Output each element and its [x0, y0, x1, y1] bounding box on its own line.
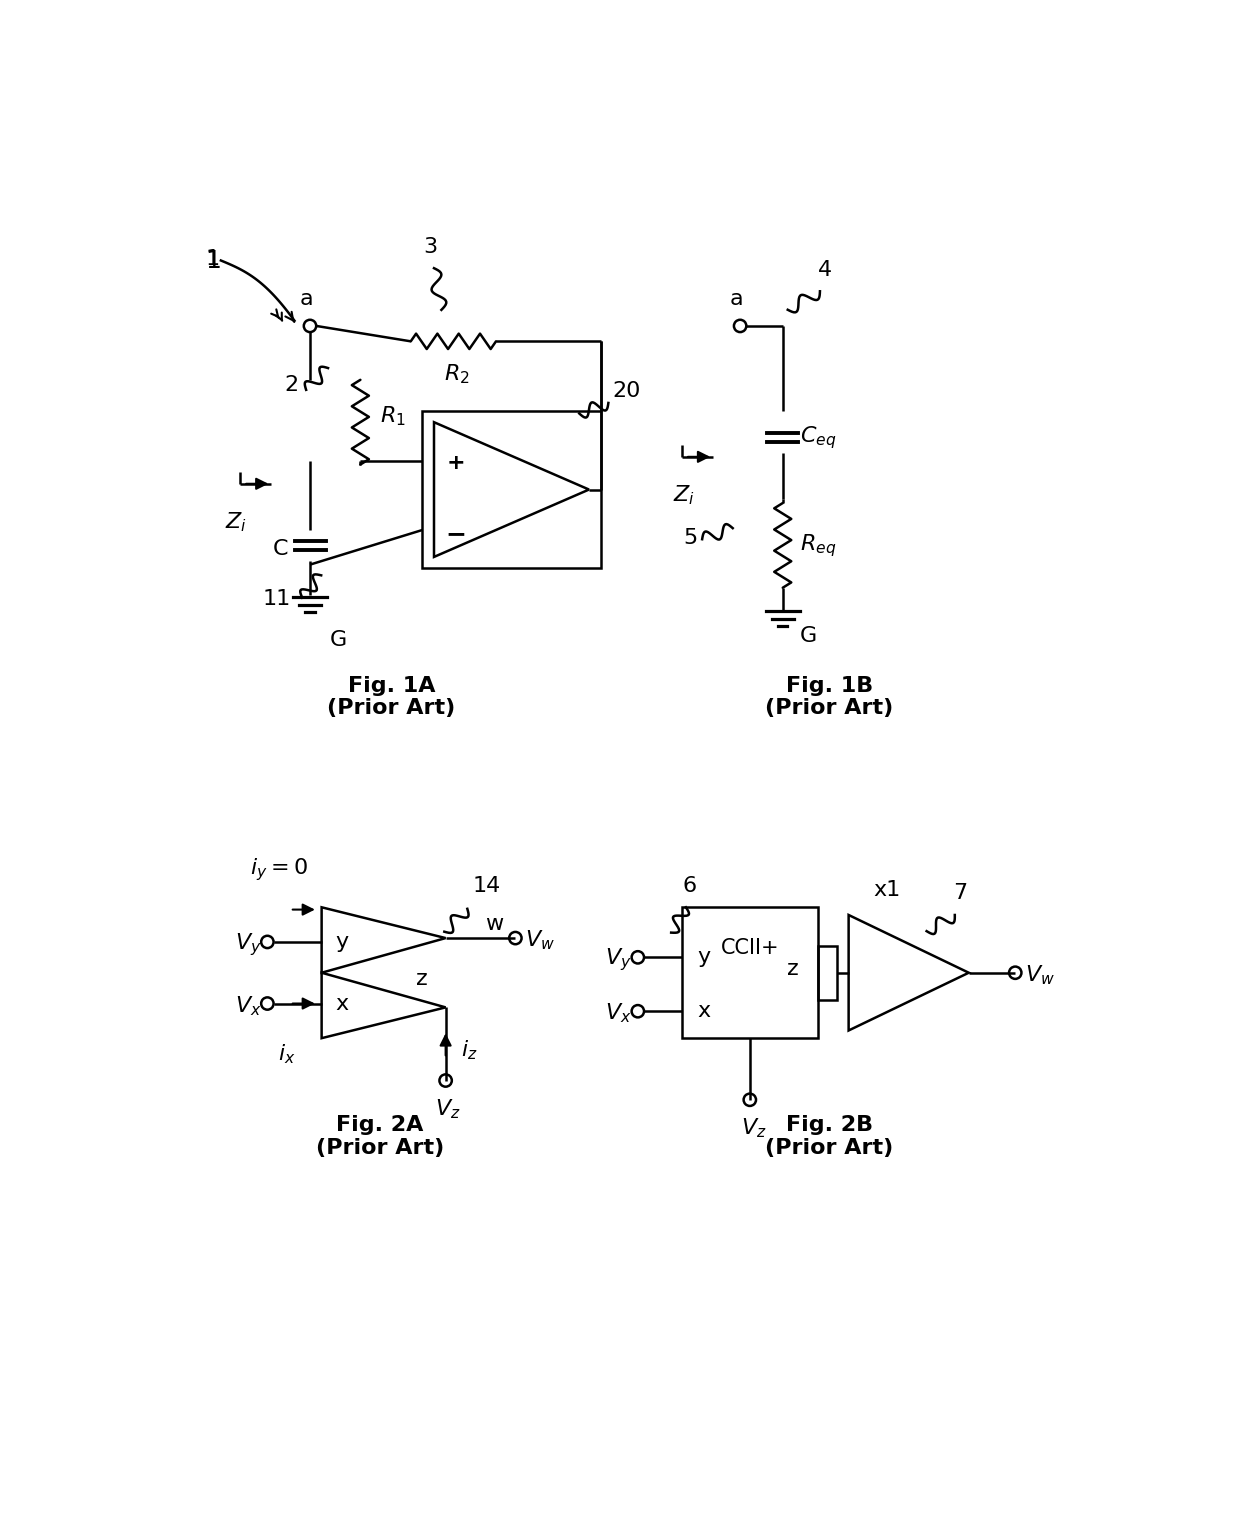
Text: 5: 5: [683, 528, 697, 547]
Text: (Prior Art): (Prior Art): [765, 697, 893, 717]
Text: $V_y$: $V_y$: [605, 946, 631, 972]
Text: y: y: [697, 948, 711, 968]
Text: 4: 4: [817, 260, 832, 280]
Text: 20: 20: [613, 381, 641, 402]
Text: Fig. 1B: Fig. 1B: [786, 676, 873, 696]
Text: (Prior Art): (Prior Art): [765, 1138, 893, 1159]
Text: x: x: [336, 994, 348, 1014]
Text: CCII+: CCII+: [720, 939, 779, 959]
Text: G: G: [800, 627, 817, 647]
Text: z: z: [786, 959, 799, 979]
Text: Fig. 1A: Fig. 1A: [347, 676, 435, 696]
Text: 2: 2: [284, 375, 299, 394]
Text: 1: 1: [206, 249, 219, 269]
Text: x1: x1: [874, 879, 901, 899]
Text: 6: 6: [682, 876, 696, 896]
Text: $i_y = 0$: $i_y = 0$: [250, 856, 308, 882]
Text: $R_1$: $R_1$: [379, 404, 405, 428]
Text: (Prior Art): (Prior Art): [327, 697, 455, 717]
Text: $V_z$: $V_z$: [740, 1116, 766, 1141]
Text: $V_z$: $V_z$: [435, 1098, 461, 1121]
Text: $i_x$: $i_x$: [278, 1043, 295, 1066]
Text: z: z: [417, 969, 428, 989]
Text: $V_w$: $V_w$: [1024, 963, 1054, 986]
Text: $R_{eq}$: $R_{eq}$: [800, 532, 836, 558]
Text: y: y: [336, 933, 348, 953]
Text: x: x: [697, 1001, 711, 1021]
Text: $V_x$: $V_x$: [234, 994, 262, 1018]
Bar: [682, 907, 817, 1038]
Text: Fig. 2B: Fig. 2B: [786, 1115, 873, 1135]
Text: $V_x$: $V_x$: [605, 1001, 631, 1026]
Text: 11: 11: [263, 589, 290, 609]
Bar: [817, 946, 837, 1000]
Bar: [423, 411, 600, 569]
Text: (Prior Art): (Prior Art): [316, 1138, 444, 1159]
Text: −: −: [445, 521, 466, 546]
Text: $Z_i$: $Z_i$: [672, 483, 694, 508]
Text: a: a: [729, 289, 743, 309]
Text: 3: 3: [423, 237, 438, 257]
Text: $V_y$: $V_y$: [234, 931, 262, 957]
Text: $i_z$: $i_z$: [461, 1038, 477, 1061]
Text: w: w: [486, 914, 503, 934]
Text: $R_2$: $R_2$: [444, 362, 470, 387]
Text: C: C: [273, 540, 288, 560]
Text: Fig. 2A: Fig. 2A: [336, 1115, 423, 1135]
Text: $V_w$: $V_w$: [526, 928, 556, 953]
Text: 7: 7: [954, 884, 967, 904]
Text: 14: 14: [472, 876, 501, 896]
Text: $C_{eq}$: $C_{eq}$: [800, 424, 836, 451]
Text: 1: 1: [206, 249, 221, 274]
Text: $Z_i$: $Z_i$: [226, 511, 247, 534]
Text: +: +: [446, 453, 465, 472]
Text: a: a: [299, 289, 312, 309]
Text: G: G: [330, 630, 347, 650]
